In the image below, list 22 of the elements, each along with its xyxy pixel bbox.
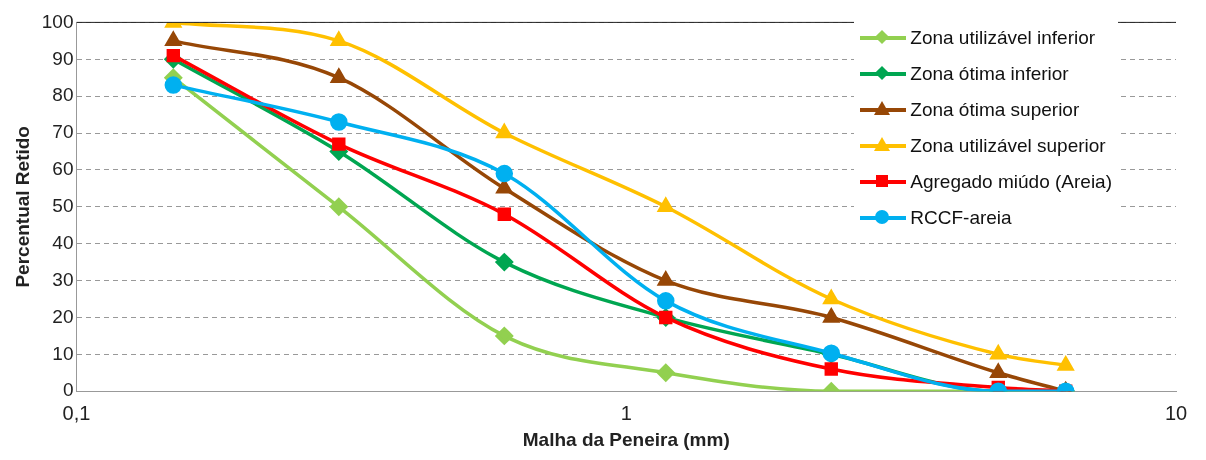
y-tick-label: 0 <box>62 379 74 401</box>
y-tick-label: 90 <box>52 47 74 69</box>
y-tick-label: 10 <box>52 342 74 364</box>
x-tick-label: 0,1 <box>62 401 91 424</box>
y-tick-label: 50 <box>52 195 74 217</box>
x-axis-title: Malha da Peneira (mm) <box>522 428 730 450</box>
y-tick-label: 70 <box>52 121 74 143</box>
legend-label: Zona ótima superior <box>910 99 1080 121</box>
legend-label: Agregado miúdo (Areia) <box>910 171 1112 193</box>
legend-label: Zona utilizável superior <box>910 135 1106 157</box>
y-axis-title: Percentual Retido <box>11 126 33 288</box>
legend-label: Zona ótima inferior <box>910 63 1069 85</box>
y-tick-label: 100 <box>41 10 74 32</box>
y-tick-label: 20 <box>52 305 74 327</box>
y-tick-label: 40 <box>52 231 74 253</box>
y-tick-label: 80 <box>52 84 74 106</box>
y-tick-label: 30 <box>52 268 74 290</box>
x-tick-label: 10 <box>1164 401 1188 424</box>
x-tick-label: 1 <box>620 401 632 424</box>
legend-label: RCCF-areia <box>910 207 1012 229</box>
y-tick-label: 60 <box>52 158 74 180</box>
legend-label: Zona utilizável inferior <box>910 27 1096 49</box>
